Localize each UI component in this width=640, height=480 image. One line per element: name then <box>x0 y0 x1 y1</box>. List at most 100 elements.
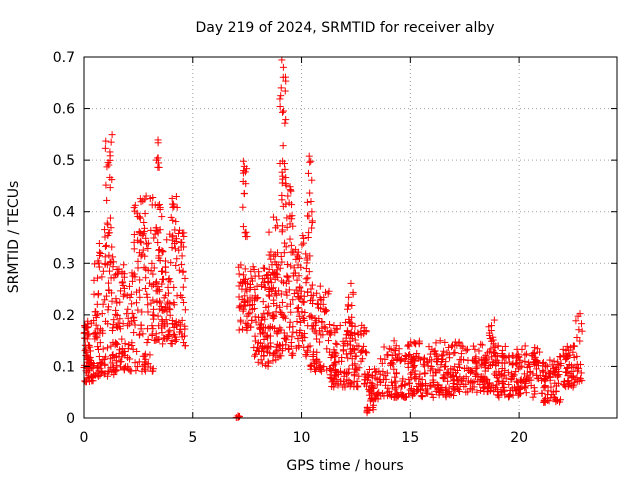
data-point <box>91 260 99 268</box>
data-point <box>362 348 370 356</box>
y-tick-label: 0.6 <box>53 102 75 118</box>
data-point <box>315 304 323 312</box>
data-point <box>521 357 529 365</box>
data-point <box>294 335 302 343</box>
data-point <box>92 332 100 340</box>
data-point <box>137 198 145 206</box>
data-point <box>124 345 132 353</box>
data-point <box>258 283 266 291</box>
data-point <box>575 326 583 334</box>
data-point <box>114 319 122 327</box>
y-axis-label: SRMTID / TECUs <box>6 181 22 294</box>
data-point <box>235 413 243 421</box>
data-point <box>316 282 324 290</box>
data-point <box>239 157 247 165</box>
data-point <box>101 226 109 234</box>
data-point <box>135 358 143 366</box>
data-point <box>104 306 112 314</box>
data-point <box>154 312 162 320</box>
y-tick-label: 0 <box>66 411 75 427</box>
data-point <box>442 358 450 366</box>
data-point <box>315 315 323 323</box>
data-point <box>95 346 103 354</box>
data-point <box>349 290 357 298</box>
data-point <box>256 324 264 332</box>
data-point <box>517 375 525 383</box>
data-point <box>102 317 110 325</box>
data-point <box>557 359 565 367</box>
data-point <box>336 321 344 329</box>
data-point <box>328 382 336 390</box>
data-point <box>271 269 279 277</box>
data-point <box>151 230 159 238</box>
data-point <box>482 357 490 365</box>
data-point <box>283 223 291 231</box>
data-point <box>477 361 485 369</box>
data-point <box>505 392 513 400</box>
data-point <box>288 333 296 341</box>
data-point <box>513 345 521 353</box>
data-point <box>417 382 425 390</box>
data-point <box>84 352 92 360</box>
data-point <box>506 386 514 394</box>
data-point <box>279 279 287 287</box>
data-point <box>390 365 398 373</box>
data-point <box>254 294 262 302</box>
data-point <box>570 342 578 350</box>
data-point <box>160 320 168 328</box>
data-point <box>119 281 127 289</box>
data-point <box>337 367 345 375</box>
data-point <box>429 378 437 386</box>
data-point <box>569 372 577 380</box>
data-point <box>142 192 150 200</box>
data-point <box>475 347 483 355</box>
data-point <box>103 344 111 352</box>
data-point <box>239 203 247 211</box>
data-point <box>363 370 371 378</box>
data-point <box>308 208 316 216</box>
data-point <box>101 233 109 241</box>
data-point <box>412 375 420 383</box>
data-point <box>260 329 268 337</box>
data-point <box>98 273 106 281</box>
data-point <box>116 298 124 306</box>
data-point <box>399 377 407 385</box>
data-point <box>265 251 273 259</box>
data-point <box>119 320 127 328</box>
data-point <box>270 296 278 304</box>
data-point <box>514 391 522 399</box>
data-point <box>131 321 139 329</box>
data-point <box>278 298 286 306</box>
data-point <box>316 338 324 346</box>
data-point <box>131 273 139 281</box>
data-point <box>95 353 103 361</box>
data-point <box>500 371 508 379</box>
data-point <box>343 376 351 384</box>
data-point <box>340 342 348 350</box>
data-point <box>94 372 102 380</box>
data-point <box>138 308 146 316</box>
data-point <box>152 279 160 287</box>
data-point <box>282 288 290 296</box>
data-point <box>279 107 287 115</box>
data-point <box>281 239 289 247</box>
data-point <box>546 370 554 378</box>
data-point <box>273 302 281 310</box>
data-point <box>265 228 273 236</box>
data-point <box>313 289 321 297</box>
data-point <box>107 363 115 371</box>
data-point <box>120 273 128 281</box>
data-point <box>494 377 502 385</box>
data-point <box>368 372 376 380</box>
data-point <box>345 293 353 301</box>
data-point <box>481 374 489 382</box>
data-point <box>363 407 371 415</box>
data-point <box>385 345 393 353</box>
data-point <box>388 359 396 367</box>
data-point <box>155 159 163 167</box>
data-point <box>488 322 496 330</box>
data-point <box>250 344 258 352</box>
data-point <box>172 261 180 269</box>
data-point <box>289 328 297 336</box>
data-point <box>261 264 269 272</box>
